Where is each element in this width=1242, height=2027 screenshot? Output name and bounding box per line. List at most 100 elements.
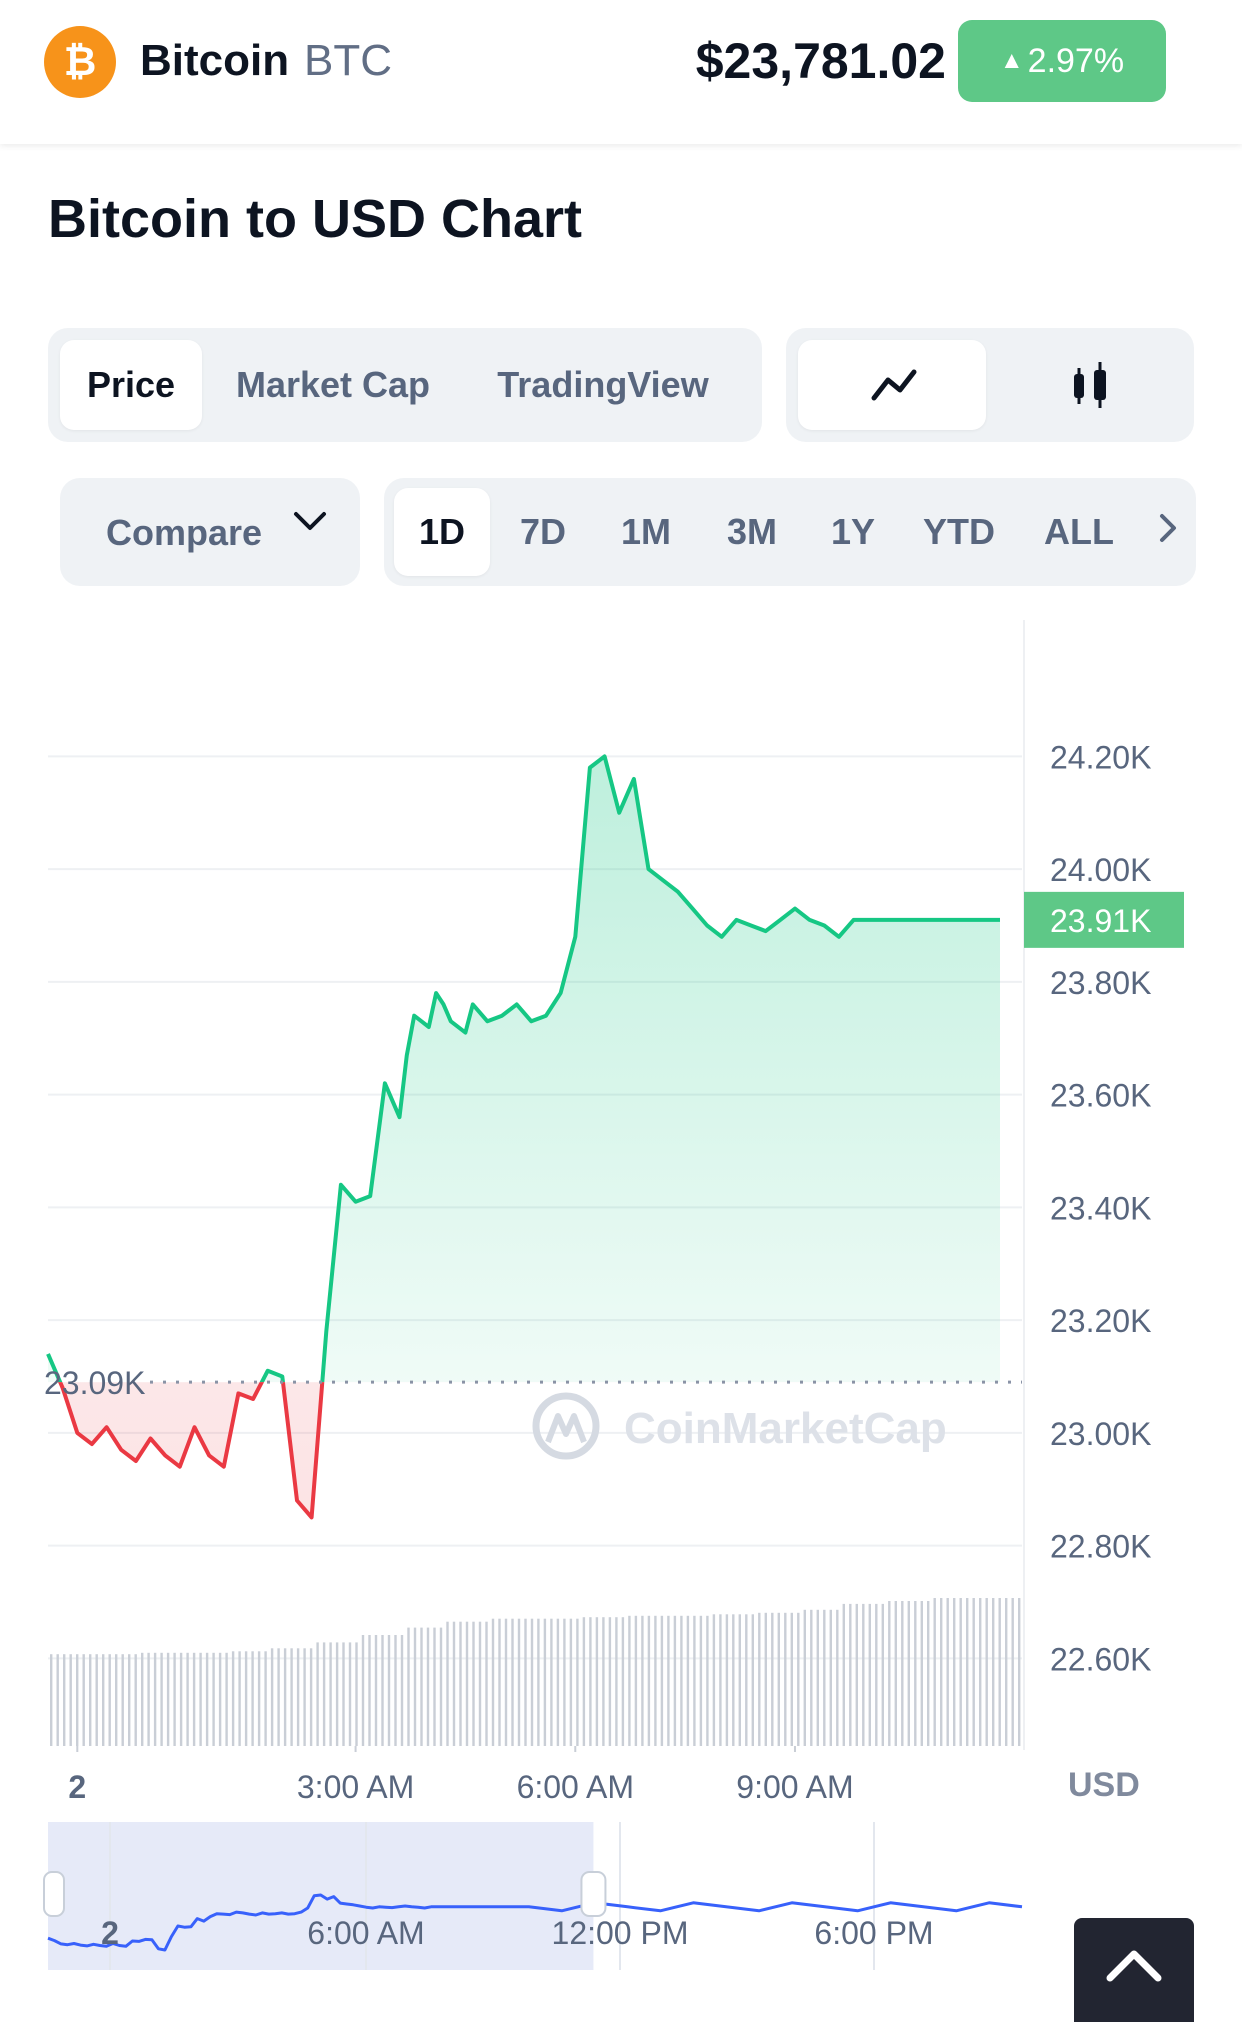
bitcoin-logo-icon: ₿ <box>44 26 116 98</box>
volume-bar <box>153 1652 157 1746</box>
volume-bar <box>589 1617 592 1746</box>
volume-bar <box>517 1618 521 1746</box>
volume-bar <box>615 1617 618 1746</box>
volume-bar <box>667 1615 670 1746</box>
volume-bar <box>290 1648 293 1746</box>
volume-bar <box>771 1612 774 1746</box>
overview-x-tick-label: 2 <box>101 1915 119 1951</box>
volume-bar <box>907 1601 910 1746</box>
overview-navigator[interactable]: 2 6:00 AM 12:00 PM 6:00 PM <box>43 1822 1023 1970</box>
volume-bar <box>608 1617 612 1746</box>
volume-bar <box>563 1618 566 1746</box>
watermark-text: CoinMarketCap <box>624 1404 947 1453</box>
candlestick-button[interactable] <box>1000 340 1180 430</box>
overview-x-tick-label: 6:00 PM <box>814 1915 933 1951</box>
volume-bar <box>797 1612 800 1746</box>
range-3m[interactable]: 3M <box>726 511 777 552</box>
chart-type-toggle <box>786 328 1194 442</box>
volume-bar <box>686 1615 690 1746</box>
volume-bar <box>329 1642 332 1746</box>
tab-tradingview[interactable]: TradingView <box>497 364 709 405</box>
volume-bar <box>465 1621 469 1746</box>
volume-bar <box>141 1652 144 1746</box>
price-change-value: 2.97% <box>1027 42 1125 80</box>
volume-bar <box>361 1635 365 1746</box>
range-7d[interactable]: 7D <box>519 511 567 552</box>
candlestick-icon <box>1074 362 1106 408</box>
volume-bar <box>420 1627 423 1746</box>
volume-bar <box>355 1642 358 1746</box>
volume-bar <box>550 1618 553 1746</box>
overview-line <box>47 1893 1023 1952</box>
compare-dropdown[interactable]: Compare <box>60 478 360 586</box>
volume-bar <box>368 1635 371 1746</box>
price-chart[interactable]: CoinMarketCap 23.09K 24.20K24.00K23.80K2… <box>0 620 1242 2010</box>
volume-bar <box>504 1618 508 1746</box>
coin-symbol: BTC <box>304 36 392 85</box>
currency-label: USD <box>1068 1766 1140 1804</box>
volume-bar <box>543 1618 547 1746</box>
volume-bar <box>121 1654 124 1746</box>
volume-bar <box>998 1598 1001 1746</box>
volume-bar <box>758 1612 761 1746</box>
range-all[interactable]: ALL <box>1044 511 1114 552</box>
volume-bar <box>933 1598 936 1746</box>
volume-bar <box>940 1598 943 1746</box>
volume-bar <box>901 1601 904 1746</box>
x-tick-label: 9:00 AM <box>736 1769 853 1805</box>
volume-bar <box>179 1652 183 1746</box>
volume-bar <box>102 1654 105 1746</box>
price-area-down <box>48 1382 1000 1518</box>
compare-label: Compare <box>106 512 263 553</box>
range-1d[interactable]: 1D <box>394 488 490 576</box>
volume-bar <box>394 1635 397 1746</box>
volume-bar <box>725 1614 729 1746</box>
line-chart-button[interactable] <box>798 340 986 430</box>
volume-bar <box>927 1601 930 1746</box>
volume-bar <box>251 1651 254 1746</box>
current-price-tag <box>1024 891 1184 948</box>
coin-price: $23,781.02 <box>695 33 946 89</box>
volume-bar <box>128 1654 131 1746</box>
volume-bar <box>322 1642 326 1746</box>
volume-bar <box>63 1654 66 1746</box>
volume-bar <box>348 1642 352 1746</box>
chevron-right-icon[interactable] <box>1156 508 1180 558</box>
volume-bar <box>82 1654 85 1746</box>
overview-handle-left[interactable] <box>43 1871 65 1917</box>
back-to-top-button[interactable] <box>1074 1918 1194 2022</box>
coin-name: Bitcoin <box>140 36 290 85</box>
volume-bar <box>881 1603 884 1746</box>
volume-bar <box>381 1635 384 1746</box>
tab-market-cap[interactable]: Market Cap <box>235 364 431 405</box>
overview-handle-right[interactable] <box>580 1871 607 1917</box>
volume-bar <box>868 1603 871 1746</box>
x-axis-ticks: 2 3:00 AM 6:00 AM 9:00 AM <box>68 1746 854 1805</box>
volume-bar <box>992 1598 995 1746</box>
y-tick-label: 24.20K <box>1050 739 1151 775</box>
volume-bar <box>413 1627 417 1746</box>
x-tick-label: 2 <box>68 1769 86 1805</box>
volume-bar <box>342 1642 345 1746</box>
volume-bar <box>173 1652 176 1746</box>
volume-bar <box>751 1614 754 1746</box>
volume-bar <box>1011 1598 1014 1746</box>
volume-bar <box>108 1654 111 1746</box>
volume-bar <box>556 1618 560 1746</box>
tab-price[interactable]: Price <box>60 340 202 430</box>
overview-x-tick-label: 12:00 PM <box>552 1915 689 1951</box>
volume-bar <box>875 1603 878 1746</box>
range-ytd[interactable]: YTD <box>923 511 995 552</box>
volume-bar <box>764 1612 767 1746</box>
volume-bar <box>296 1648 300 1746</box>
volume-bar <box>530 1618 534 1746</box>
volume-bar <box>712 1614 716 1746</box>
volume-bar <box>920 1601 923 1746</box>
volume-bar <box>823 1609 826 1746</box>
volume-bar <box>602 1617 605 1746</box>
range-1m[interactable]: 1M <box>620 511 671 552</box>
range-1y[interactable]: 1Y <box>830 511 876 552</box>
volume-bar <box>309 1648 313 1746</box>
coinmarketcap-watermark: CoinMarketCap <box>532 1392 947 1460</box>
volume-bar <box>946 1598 949 1746</box>
